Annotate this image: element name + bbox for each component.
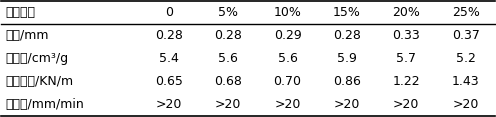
Text: >20: >20: [393, 98, 420, 111]
Text: 5.2: 5.2: [456, 52, 476, 65]
Text: 0.28: 0.28: [333, 29, 361, 42]
Text: 0.37: 0.37: [452, 29, 480, 42]
Text: 5.6: 5.6: [278, 52, 298, 65]
Text: 1.22: 1.22: [392, 75, 420, 88]
Text: 5.7: 5.7: [396, 52, 416, 65]
Text: 检测项目: 检测项目: [5, 6, 36, 19]
Text: 5.9: 5.9: [337, 52, 357, 65]
Text: 10%: 10%: [274, 6, 302, 19]
Text: 抗张强度/KN/m: 抗张强度/KN/m: [5, 75, 74, 88]
Text: 0.28: 0.28: [155, 29, 183, 42]
Text: 0.28: 0.28: [214, 29, 242, 42]
Text: 5.6: 5.6: [218, 52, 238, 65]
Text: 吸水性/mm/min: 吸水性/mm/min: [5, 98, 84, 111]
Text: 0.65: 0.65: [155, 75, 183, 88]
Text: 20%: 20%: [392, 6, 420, 19]
Text: 25%: 25%: [452, 6, 480, 19]
Text: 0.29: 0.29: [274, 29, 302, 42]
Text: 0.70: 0.70: [274, 75, 302, 88]
Text: 0.33: 0.33: [392, 29, 420, 42]
Text: >20: >20: [274, 98, 301, 111]
Text: 0.86: 0.86: [333, 75, 361, 88]
Text: >20: >20: [215, 98, 242, 111]
Text: 厚度/mm: 厚度/mm: [5, 29, 49, 42]
Text: >20: >20: [452, 98, 479, 111]
Text: 5%: 5%: [218, 6, 238, 19]
Text: >20: >20: [334, 98, 360, 111]
Text: 15%: 15%: [333, 6, 361, 19]
Text: 5.4: 5.4: [159, 52, 179, 65]
Text: 0: 0: [165, 6, 173, 19]
Text: 0.68: 0.68: [214, 75, 242, 88]
Text: 填充值/cm³/g: 填充值/cm³/g: [5, 52, 69, 65]
Text: 1.43: 1.43: [452, 75, 480, 88]
Text: >20: >20: [156, 98, 182, 111]
